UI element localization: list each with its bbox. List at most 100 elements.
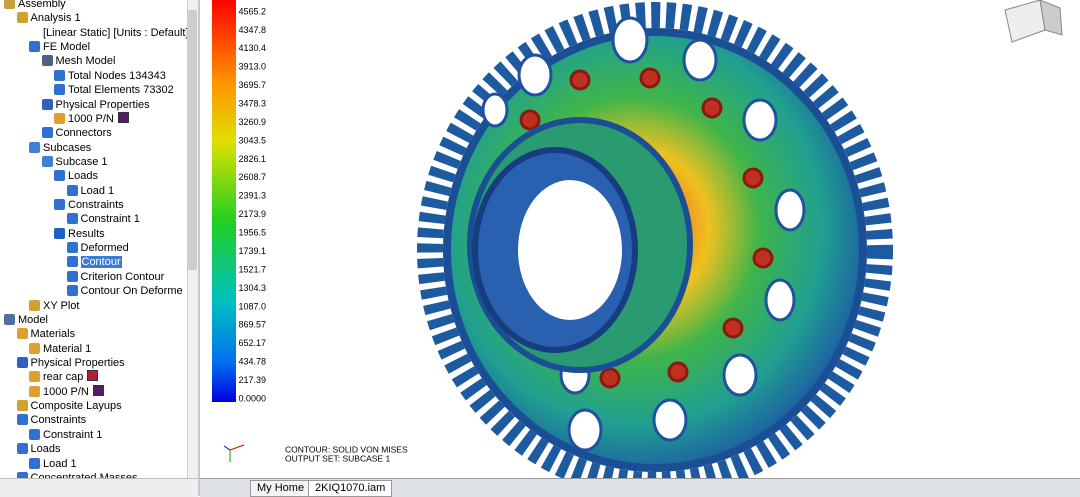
tree-label: Model bbox=[18, 313, 48, 326]
tree-label: Constraints bbox=[68, 199, 124, 212]
tree-label: 1000 P/N bbox=[68, 112, 114, 125]
legend-label: 4565.2 bbox=[238, 6, 266, 16]
splitter[interactable] bbox=[198, 0, 200, 496]
tree-item[interactable]: Total Elements 73302 bbox=[54, 83, 174, 97]
tree-icon bbox=[29, 457, 40, 469]
tree-item[interactable]: Contour bbox=[66, 255, 122, 269]
tree-icon bbox=[41, 98, 53, 110]
tree-label: Material 1 bbox=[43, 342, 92, 355]
tree-icon bbox=[54, 170, 65, 182]
tree-icon bbox=[66, 242, 78, 254]
tree-icon bbox=[29, 141, 40, 153]
tree-item[interactable]: Loads bbox=[54, 169, 98, 183]
tree-item[interactable]: Material 1 bbox=[29, 342, 91, 356]
tree-item[interactable]: Model bbox=[4, 313, 48, 327]
tree-label: Constraints bbox=[30, 414, 87, 427]
tree-item[interactable]: Constraints bbox=[16, 413, 87, 427]
axis-triad bbox=[223, 444, 245, 462]
tree-item[interactable]: XY Plot bbox=[29, 299, 80, 313]
tree-item[interactable]: [Linear Static] [Units : Default] bbox=[29, 26, 187, 40]
tree-label: Constraint 1 bbox=[80, 213, 140, 226]
tree-icon bbox=[54, 69, 65, 81]
tree-icon bbox=[41, 55, 53, 67]
scroll-thumb[interactable] bbox=[188, 10, 197, 270]
tree-label: rear cap bbox=[43, 371, 84, 384]
tree-icon bbox=[54, 199, 65, 211]
tree-item[interactable]: Constraints bbox=[54, 198, 124, 212]
tree-item[interactable]: Criterion Contour bbox=[66, 270, 165, 284]
tree-item[interactable]: rear cap bbox=[29, 370, 99, 384]
tree-item[interactable]: Load 1 bbox=[29, 457, 77, 471]
tree-icon bbox=[66, 270, 78, 282]
legend-label: 2608.7 bbox=[238, 172, 266, 182]
tree-icon bbox=[16, 357, 28, 368]
tree-item[interactable]: Assembly bbox=[4, 0, 66, 11]
tree-icon bbox=[29, 428, 40, 440]
legend-label: 1739.1 bbox=[238, 246, 266, 256]
tree-icon bbox=[29, 342, 40, 354]
tree-icon bbox=[66, 256, 78, 268]
legend-label: 3260.9 bbox=[238, 117, 266, 127]
legend-label: 3478.3 bbox=[238, 99, 266, 109]
color-swatch bbox=[87, 370, 99, 382]
tree-item[interactable]: Loads bbox=[16, 442, 60, 456]
tree-item[interactable]: 1000 P/N bbox=[54, 111, 129, 126]
document-tab[interactable]: 2KIQ1070.iam bbox=[308, 480, 393, 497]
tree-item[interactable]: 1000 P/N bbox=[29, 384, 104, 399]
tree-icon bbox=[4, 0, 15, 9]
tree-item[interactable]: Materials bbox=[16, 327, 76, 341]
tree-item[interactable]: Total Nodes 134343 bbox=[54, 69, 166, 83]
tree-label: Criterion Contour bbox=[80, 270, 165, 283]
tree-label: Assembly bbox=[18, 0, 66, 10]
legend-label: 3913.0 bbox=[238, 62, 266, 72]
horizontal-scrollbar[interactable] bbox=[0, 478, 198, 497]
tree-label: Subcases bbox=[43, 141, 92, 154]
tree-item[interactable]: Constraint 1 bbox=[66, 212, 140, 226]
tree-icon bbox=[29, 41, 40, 53]
tree-icon bbox=[29, 299, 40, 311]
color-swatch bbox=[92, 384, 104, 396]
tree-icon bbox=[66, 213, 78, 225]
tree-item[interactable]: Deformed bbox=[66, 241, 129, 255]
tree-item[interactable]: Connectors bbox=[41, 126, 112, 140]
tree-item[interactable]: Results bbox=[54, 227, 105, 241]
tree-label: Contour On Deforme bbox=[80, 285, 183, 298]
tree-item[interactable]: Analysis 1 bbox=[16, 11, 81, 25]
tree-item[interactable]: Physical Properties bbox=[16, 356, 125, 370]
tree-item[interactable]: Subcases bbox=[29, 141, 91, 155]
tree-label: Analysis 1 bbox=[30, 12, 81, 25]
tree-icon bbox=[16, 328, 28, 340]
legend-label: 869.57 bbox=[238, 320, 266, 330]
tree-item[interactable]: Mesh Model bbox=[41, 54, 116, 68]
tree-item[interactable]: Composite Layups bbox=[16, 399, 122, 413]
contour-annotation: OUTPUT SET: SUBCASE 1 bbox=[285, 453, 390, 463]
legend-label: 2826.1 bbox=[238, 154, 266, 164]
tree-label: Materials bbox=[30, 328, 76, 341]
tree-icon bbox=[54, 112, 65, 124]
tree-label: Composite Layups bbox=[30, 400, 122, 413]
tree-icon bbox=[54, 227, 65, 239]
tree-item[interactable]: Constraint 1 bbox=[29, 428, 102, 442]
tree-label: Deformed bbox=[80, 242, 129, 255]
tree-item[interactable]: Subcase 1 bbox=[41, 155, 107, 169]
tree-icon bbox=[41, 155, 53, 167]
legend-label: 1521.7 bbox=[238, 264, 266, 274]
contour-annotation: CONTOUR: SOLID VON MISES bbox=[285, 444, 408, 454]
legend-label: 2173.9 bbox=[238, 209, 266, 219]
tree-label: Results bbox=[68, 227, 105, 240]
view-cube[interactable] bbox=[1004, 0, 1063, 43]
tree-label: Constraint 1 bbox=[43, 428, 103, 441]
legend-label: 0.0000 bbox=[238, 393, 266, 403]
tree-label: Concentrated Masses bbox=[30, 471, 138, 478]
tree-item[interactable]: FE Model bbox=[29, 40, 90, 54]
legend-label: 4130.4 bbox=[238, 43, 266, 53]
tree-item[interactable]: Contour On Deforme bbox=[66, 284, 183, 298]
tree-label: Physical Properties bbox=[55, 98, 150, 111]
document-tab[interactable]: My Home bbox=[250, 480, 312, 497]
tree-item[interactable]: Load 1 bbox=[66, 184, 114, 198]
tree-icon bbox=[29, 385, 40, 397]
tree-label: Mesh Model bbox=[55, 55, 116, 68]
tree-item[interactable]: Concentrated Masses bbox=[16, 471, 138, 478]
tree-label: Total Nodes 134343 bbox=[68, 69, 166, 82]
tree-item[interactable]: Physical Properties bbox=[41, 98, 150, 112]
